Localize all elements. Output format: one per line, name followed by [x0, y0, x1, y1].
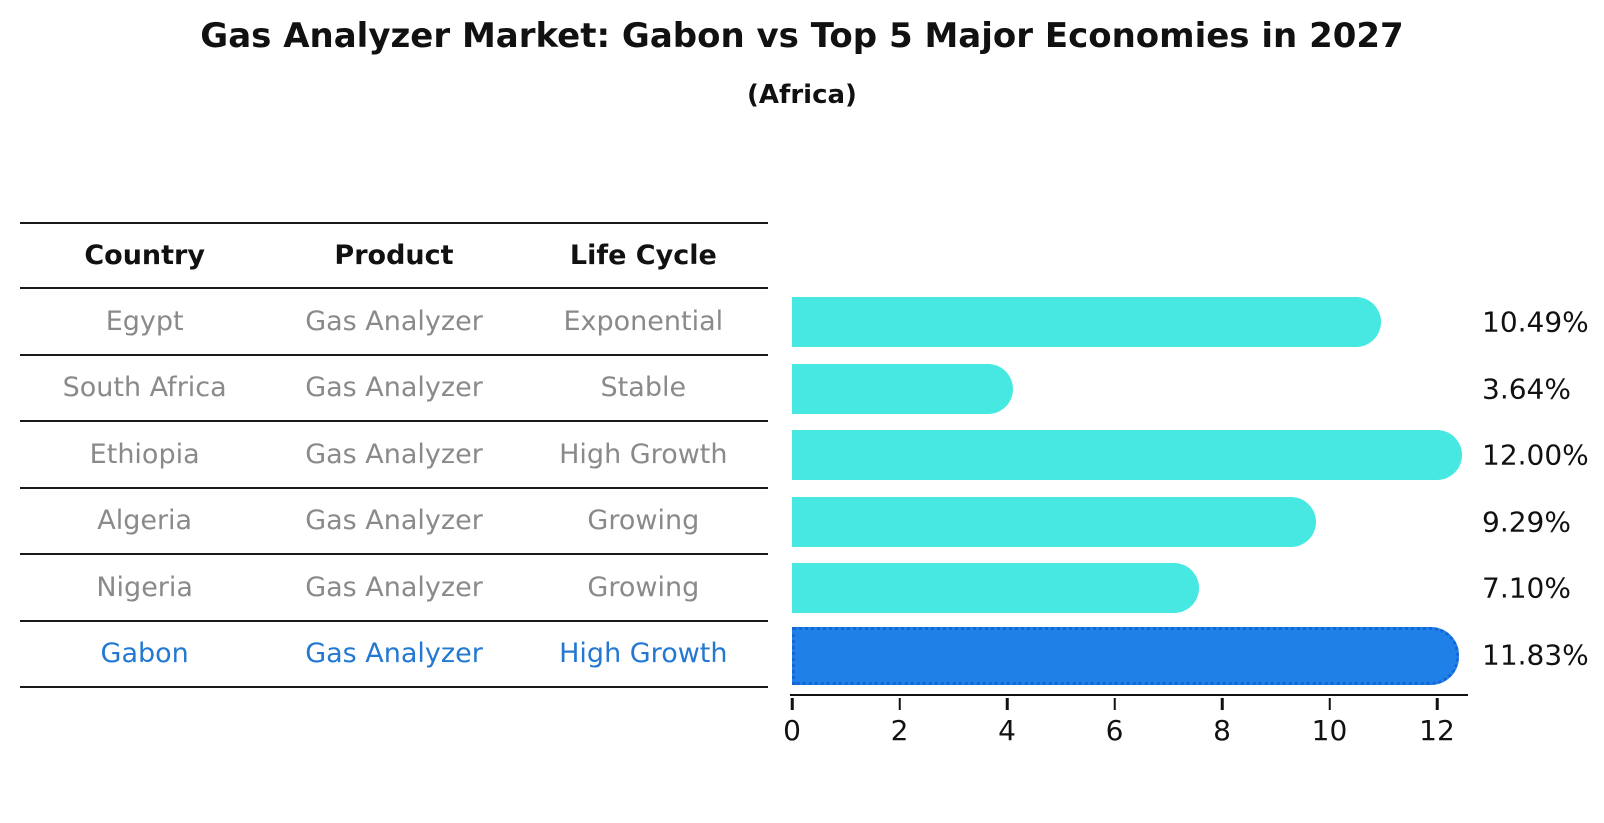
x-axis-tick [898, 698, 901, 710]
x-axis-tick [1435, 698, 1439, 710]
cell-life-cycle: High Growth [559, 438, 728, 470]
bar-nigeria [792, 563, 1199, 613]
bar-value-label: 9.29% [1482, 505, 1571, 539]
bar-row-nigeria: 7.10% [792, 555, 1604, 622]
bar-gabon [792, 626, 1459, 685]
bar-row-egypt: 10.49% [792, 289, 1604, 356]
table-header-row: Country Product Life Cycle [20, 224, 768, 289]
chart-subtitle: (Africa) [747, 80, 857, 110]
cell-life-cycle: Growing [587, 505, 700, 537]
table-row-nigeria: Nigeria Gas Analyzer Growing [20, 555, 768, 622]
bar-value-label: 3.64% [1482, 372, 1571, 406]
column-header-country: Country [84, 240, 205, 271]
cell-life-cycle: Growing [587, 571, 700, 603]
bar-algeria [792, 496, 1317, 547]
cell-country: Gabon [100, 638, 189, 670]
table-row-egypt: Egypt Gas Analyzer Exponential [20, 289, 768, 356]
column-header-product: Product [334, 240, 454, 271]
cell-country: South Africa [62, 372, 227, 404]
cell-country: Ethiopia [89, 438, 200, 470]
table-row-ethiopia: Ethiopia Gas Analyzer High Growth [20, 422, 768, 489]
cell-life-cycle: High Growth [559, 638, 728, 670]
x-axis-tick [1220, 698, 1224, 710]
bar-row-ethiopia: 12.00% [792, 422, 1604, 489]
x-axis-tick-label: 0 [783, 714, 801, 747]
chart-title: Gas Analyzer Market: Gabon vs Top 5 Majo… [200, 16, 1404, 56]
comparison-table: Country Product Life Cycle Egypt Gas Anal… [20, 222, 768, 688]
cell-country: Nigeria [96, 571, 193, 603]
x-axis-tick-label: 4 [998, 714, 1016, 747]
x-axis-tick [1113, 698, 1116, 710]
bar-south-africa [792, 363, 1013, 414]
cell-country: Egypt [105, 305, 184, 337]
bar-ethiopia [792, 430, 1462, 480]
x-axis-tick [790, 698, 794, 710]
bar-value-label: 12.00% [1482, 438, 1589, 472]
bar-row-algeria: 9.29% [792, 489, 1604, 556]
x-axis-tick-label: 8 [1213, 714, 1231, 747]
cell-product: Gas Analyzer [305, 505, 483, 537]
x-axis-tick-label: 2 [890, 714, 909, 747]
cell-life-cycle: Stable [600, 372, 687, 404]
x-axis-line: 0 2 4 6 8 10 12 [783, 694, 1468, 747]
x-axis-tick-label: 12 [1419, 714, 1455, 747]
bar-row-gabon: 11.83% [792, 622, 1604, 689]
bar-egypt [792, 297, 1381, 347]
bar-value-label: 10.49% [1482, 305, 1589, 339]
cell-life-cycle: Exponential [563, 305, 724, 337]
bar-value-label: 11.83% [1482, 638, 1589, 672]
bar-value-label: 7.10% [1482, 571, 1571, 605]
x-axis-tick [1005, 698, 1009, 710]
cell-product: Gas Analyzer [305, 638, 483, 670]
column-header-life-cycle: Life Cycle [569, 240, 717, 271]
cell-product: Gas Analyzer [305, 372, 483, 404]
table-body: Egypt Gas Analyzer Exponential South Africa… [20, 289, 768, 688]
cell-product: Gas Analyzer [305, 438, 483, 470]
table-row-gabon: Gabon Gas Analyzer High Growth [20, 622, 768, 688]
bar-row-south-africa: 3.64% [792, 356, 1604, 423]
cell-product: Gas Analyzer [305, 305, 483, 337]
table-row-algeria: Algeria Gas Analyzer Growing [20, 489, 768, 555]
x-axis-tick [1328, 698, 1331, 710]
cell-product: Gas Analyzer [305, 571, 483, 603]
x-axis-tick-label: 6 [1105, 714, 1124, 747]
table-row-south-africa: South Africa Gas Analyzer Stable [20, 356, 768, 422]
cell-country: Algeria [97, 505, 193, 537]
x-axis-tick-label: 10 [1311, 714, 1348, 747]
bar-chart-area: 10.49% 3.64% 12.00% 9.29% 7.10% 11.83% [792, 289, 1604, 688]
